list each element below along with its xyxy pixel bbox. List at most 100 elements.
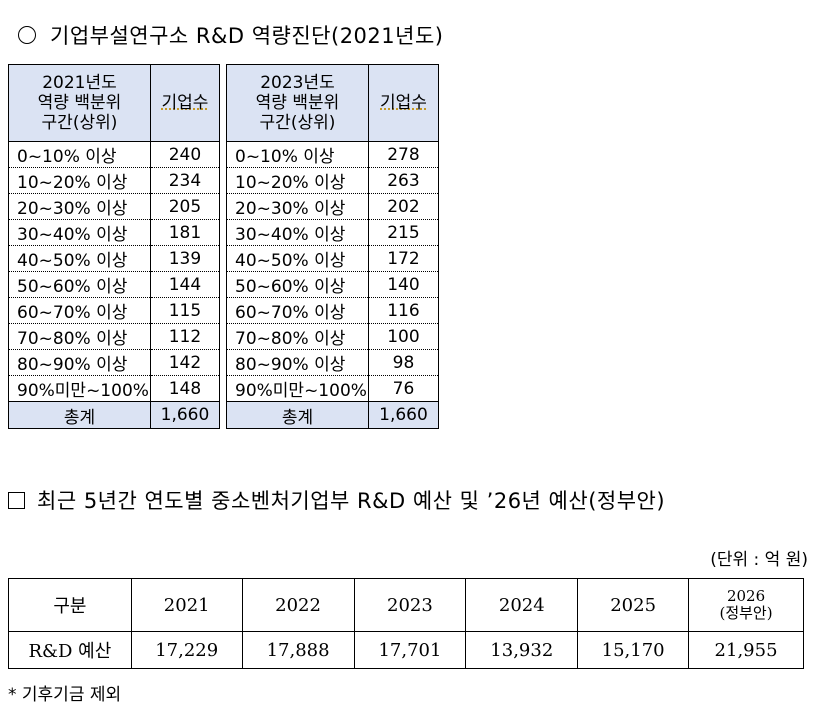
table-row: 40~50% 이상 172 (226, 245, 440, 272)
table-row: 0~10% 이상 278 (226, 141, 440, 168)
table-row: 50~60% 이상 144 (8, 271, 221, 298)
budget-year-2026: 2026 (정부안) (688, 578, 804, 632)
table-header-row: 2023년도 역량 백분위 구간(상위) 기업수 (226, 64, 440, 142)
table-row: 90%미만~100% 148 (8, 375, 221, 402)
budget-header-row: 구분 2021 2022 2023 2024 2025 2026 (정부안) (8, 578, 804, 632)
table-row: 50~60% 이상 140 (226, 271, 440, 298)
budget-year: 2024 (465, 578, 579, 632)
total-row: 총계 1,660 (8, 401, 221, 429)
budget-head-label: 구분 (8, 578, 132, 632)
budget-year: 2022 (241, 578, 355, 632)
capability-table-2021: 2021년도 역량 백분위 구간(상위) 기업수 0~10% 이상 240 10~2… (8, 64, 221, 429)
header-line: 2023년도 (260, 73, 335, 93)
row-value: 215 (367, 219, 440, 246)
table-row: 10~20% 이상 263 (226, 167, 440, 194)
total-label: 총계 (8, 401, 151, 429)
total-value: 1,660 (149, 401, 221, 429)
budget-year: 2021 (130, 578, 243, 632)
table-row: 30~40% 이상 215 (226, 219, 440, 246)
row-label: 50~60% 이상 (8, 271, 151, 298)
table-row: 80~90% 이상 98 (226, 349, 440, 376)
table-row: 70~80% 이상 100 (226, 323, 440, 350)
row-label: 20~30% 이상 (8, 193, 151, 220)
budget-data-row: R&D 예산 17,229 17,888 17,701 13,932 15,17… (8, 631, 804, 669)
year-2026: 2026 (726, 587, 766, 605)
total-value: 1,660 (367, 401, 440, 429)
budget-value: 21,955 (688, 631, 804, 669)
row-value: 142 (149, 349, 221, 376)
row-value: 144 (149, 271, 221, 298)
row-value: 181 (149, 219, 221, 246)
table-row: 80~90% 이상 142 (8, 349, 221, 376)
year-2026-note: (정부안) (719, 604, 773, 622)
row-value: 98 (367, 349, 440, 376)
table-row: 0~10% 이상 240 (8, 141, 221, 168)
row-label: 0~10% 이상 (226, 141, 369, 168)
row-value: 263 (367, 167, 440, 194)
budget-value: 13,932 (465, 631, 579, 669)
row-label: 20~30% 이상 (226, 193, 369, 220)
table-row: 20~30% 이상 202 (226, 193, 440, 220)
table-row: 60~70% 이상 115 (8, 297, 221, 324)
row-label: 40~50% 이상 (8, 245, 151, 272)
budget-value: 17,229 (130, 631, 243, 669)
budget-row-label: R&D 예산 (8, 631, 132, 669)
row-label: 60~70% 이상 (8, 297, 151, 324)
header-percentile: 2021년도 역량 백분위 구간(상위) (8, 64, 151, 142)
row-value: 205 (149, 193, 221, 220)
header-count: 기업수 (149, 64, 221, 142)
budget-value: 17,888 (241, 631, 355, 669)
total-row: 총계 1,660 (226, 401, 440, 429)
square-bullet-icon (8, 491, 25, 509)
budget-year: 2023 (353, 578, 467, 632)
header-count-text: 기업수 (161, 93, 209, 113)
table-row: 70~80% 이상 112 (8, 323, 221, 350)
table-row: 10~20% 이상 234 (8, 167, 221, 194)
section1-title-text: 기업부설연구소 R&D 역량진단(2021년도) (50, 24, 444, 48)
row-value: 139 (149, 245, 221, 272)
row-label: 70~80% 이상 (226, 323, 369, 350)
row-value: 202 (367, 193, 440, 220)
row-value: 112 (149, 323, 221, 350)
header-line: 2021년도 (42, 73, 117, 93)
table-header-row: 2021년도 역량 백분위 구간(상위) 기업수 (8, 64, 221, 142)
row-label: 60~70% 이상 (226, 297, 369, 324)
budget-value: 15,170 (577, 631, 690, 669)
section1-title: 기업부설연구소 R&D 역량진단(2021년도) (18, 20, 443, 50)
row-value: 100 (367, 323, 440, 350)
row-value: 76 (367, 375, 440, 402)
budget-value: 17,701 (353, 631, 467, 669)
row-label: 80~90% 이상 (226, 349, 369, 376)
header-line: 구간(상위) (259, 113, 336, 133)
total-label: 총계 (226, 401, 369, 429)
row-label: 80~90% 이상 (8, 349, 151, 376)
budget-year: 2025 (577, 578, 690, 632)
capability-table-2023: 2023년도 역량 백분위 구간(상위) 기업수 0~10% 이상 278 10~2… (226, 64, 440, 429)
header-percentile: 2023년도 역량 백분위 구간(상위) (226, 64, 369, 142)
circle-bullet-icon (18, 26, 36, 44)
header-line: 역량 백분위 (37, 93, 122, 113)
unit-note: (단위 : 억 원) (710, 550, 808, 570)
row-label: 90%미만~100% (226, 375, 369, 402)
row-label: 50~60% 이상 (226, 271, 369, 298)
header-line: 역량 백분위 (255, 93, 340, 113)
row-label: 10~20% 이상 (226, 167, 369, 194)
table-row: 40~50% 이상 139 (8, 245, 221, 272)
budget-table: 구분 2021 2022 2023 2024 2025 2026 (정부안) R… (8, 578, 804, 669)
header-count-text: 기업수 (380, 93, 427, 113)
table-row: 60~70% 이상 116 (226, 297, 440, 324)
table-row: 30~40% 이상 181 (8, 219, 221, 246)
row-value: 278 (367, 141, 440, 168)
row-value: 148 (149, 375, 221, 402)
table-row: 20~30% 이상 205 (8, 193, 221, 220)
row-label: 30~40% 이상 (226, 219, 369, 246)
section2-title: 최근 5년간 연도별 중소벤처기업부 R&D 예산 및 ’26년 예산(정부안) (8, 485, 665, 515)
footnote: * 기후기금 제외 (8, 685, 122, 705)
row-label: 10~20% 이상 (8, 167, 151, 194)
row-value: 115 (149, 297, 221, 324)
row-label: 30~40% 이상 (8, 219, 151, 246)
section2-title-text: 최근 5년간 연도별 중소벤처기업부 R&D 예산 및 ’26년 예산(정부안) (37, 489, 666, 513)
row-label: 90%미만~100% (8, 375, 151, 402)
row-value: 172 (367, 245, 440, 272)
row-value: 140 (367, 271, 440, 298)
